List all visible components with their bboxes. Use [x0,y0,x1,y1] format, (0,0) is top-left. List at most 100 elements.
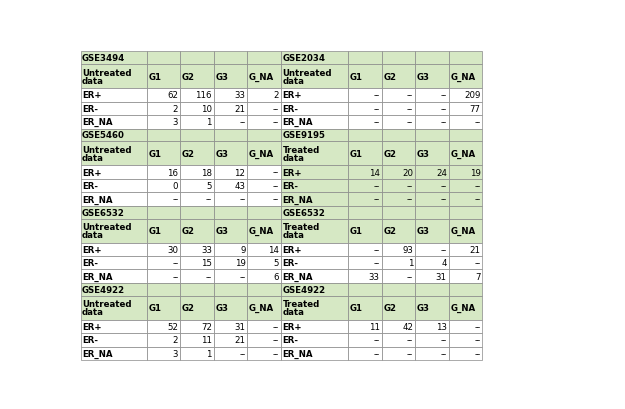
Bar [81,270,147,283]
Text: --: -- [239,272,246,281]
Bar [281,333,348,347]
Text: ER-: ER- [282,336,299,345]
Bar [348,296,382,320]
Text: --: -- [407,105,413,114]
Bar [382,243,415,256]
Text: --: -- [407,118,413,127]
Text: --: -- [374,258,380,267]
Text: 11: 11 [369,322,380,331]
Bar [180,243,214,256]
Text: GSE9195: GSE9195 [282,131,326,140]
Bar [147,333,180,347]
Text: 30: 30 [168,245,178,254]
Text: --: -- [239,118,246,127]
Text: --: -- [272,336,279,345]
Text: 2: 2 [274,91,279,100]
Text: G3: G3 [417,150,430,158]
Bar [81,206,147,219]
Bar [147,102,180,116]
Text: 12: 12 [234,168,246,177]
Bar [382,270,415,283]
Bar [180,296,214,320]
Text: data: data [282,153,304,162]
Bar [281,347,348,360]
Bar [415,129,449,142]
Text: 31: 31 [234,322,246,331]
Text: 5: 5 [274,258,279,267]
Bar [81,129,147,142]
Bar [382,193,415,206]
Text: 9: 9 [240,245,246,254]
Bar [214,219,248,243]
Bar [382,333,415,347]
Bar [214,116,248,129]
Text: 19: 19 [469,168,481,177]
Text: 10: 10 [201,105,212,114]
Bar [81,166,147,180]
Text: G3: G3 [215,72,228,81]
Text: --: -- [374,245,380,254]
Text: G2: G2 [383,227,396,236]
Bar [214,243,248,256]
Bar [415,347,449,360]
Bar [449,219,482,243]
Text: 93: 93 [402,245,413,254]
Bar [180,52,214,65]
Text: GSE2034: GSE2034 [282,54,326,63]
Text: G2: G2 [383,150,396,158]
Bar [348,283,382,296]
Bar [415,142,449,166]
Bar [382,347,415,360]
Bar [348,347,382,360]
Text: ER+: ER+ [82,91,101,100]
Text: G_NA: G_NA [450,72,476,81]
Bar [214,142,248,166]
Text: 21: 21 [234,336,246,345]
Text: --: -- [272,118,279,127]
Bar [81,142,147,166]
Bar [214,129,248,142]
Text: --: -- [441,336,447,345]
Bar [382,142,415,166]
Bar [348,193,382,206]
Text: --: -- [272,105,279,114]
Bar [348,102,382,116]
Text: G1: G1 [148,303,161,312]
Text: 11: 11 [201,336,212,345]
Bar [147,256,180,270]
Bar [214,166,248,180]
Text: 0: 0 [173,182,178,191]
Bar [248,270,281,283]
Bar [147,166,180,180]
Text: --: -- [441,245,447,254]
Text: G1: G1 [349,303,362,312]
Bar [248,283,281,296]
Text: Untreated: Untreated [282,68,332,77]
Text: --: -- [441,195,447,204]
Bar [248,129,281,142]
Bar [281,129,348,142]
Text: Treated: Treated [282,222,320,231]
Text: G2: G2 [182,150,195,158]
Bar [147,65,180,89]
Text: 14: 14 [369,168,380,177]
Bar [281,193,348,206]
Text: data: data [82,308,104,317]
Text: ER-: ER- [82,336,98,345]
Bar [281,320,348,333]
Text: G_NA: G_NA [249,72,274,81]
Text: G_NA: G_NA [450,149,476,159]
Bar [248,102,281,116]
Text: G3: G3 [417,72,430,81]
Bar [449,116,482,129]
Text: G1: G1 [148,150,161,158]
Text: --: -- [272,322,279,331]
Bar [147,193,180,206]
Bar [348,219,382,243]
Bar [415,256,449,270]
Bar [415,296,449,320]
Text: GSE6532: GSE6532 [82,208,125,217]
Text: --: -- [474,258,481,267]
Bar [281,166,348,180]
Text: 20: 20 [402,168,413,177]
